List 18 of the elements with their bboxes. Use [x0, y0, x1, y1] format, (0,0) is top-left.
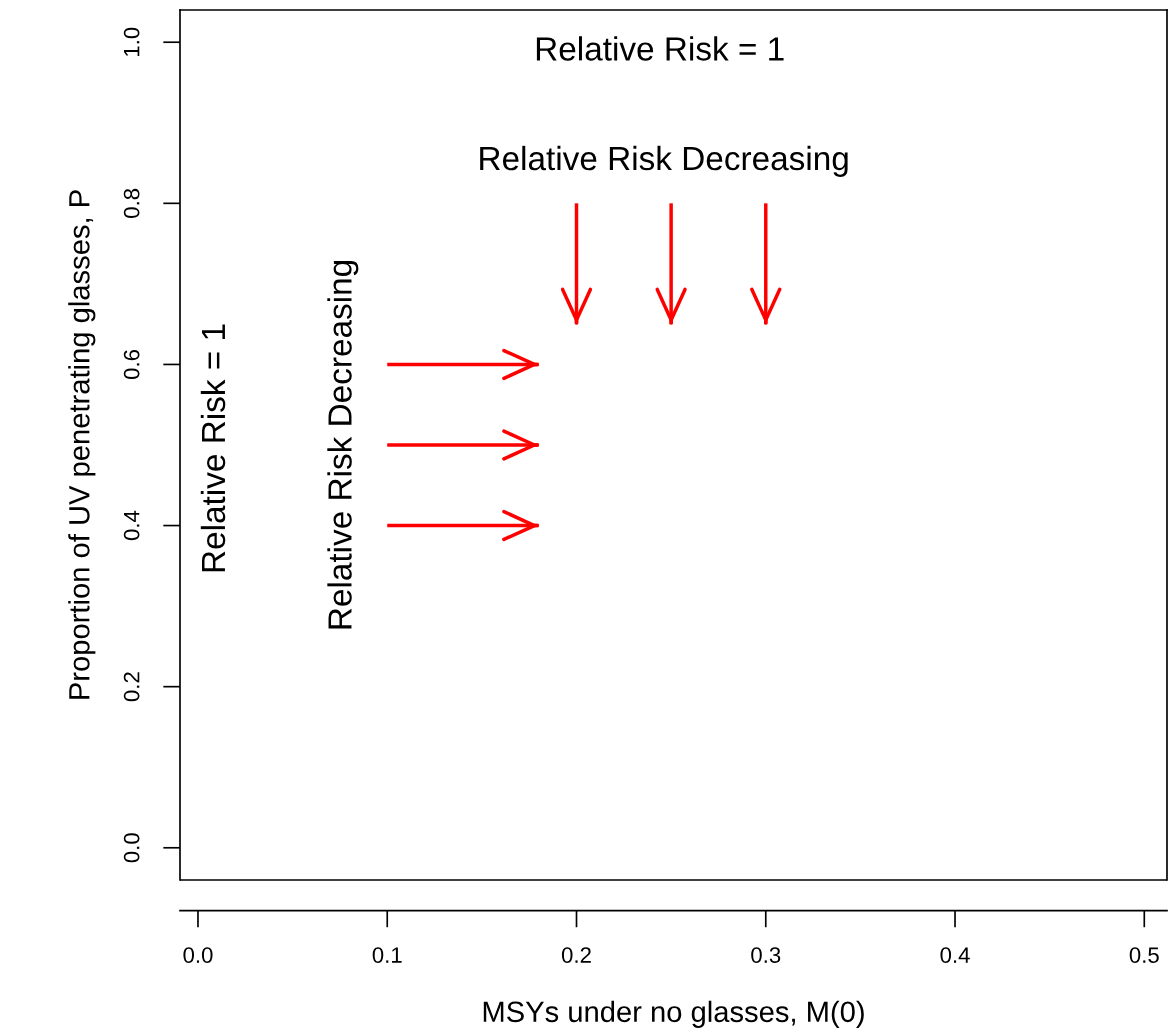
annotation: Relative Risk Decreasing — [327, 260, 359, 629]
x-tick-label: 0.0 — [183, 947, 213, 963]
x-tick-label: 0.2 — [561, 947, 591, 963]
annotation: Relative Risk = 1 — [200, 324, 226, 572]
y-tick-label: 1.0 — [123, 27, 140, 56]
y-tick-label: 0.8 — [123, 188, 140, 218]
y-tick-label: 0.4 — [123, 510, 140, 541]
annotation: Relative Risk Decreasing — [480, 145, 848, 177]
y-tick-label: 0.2 — [123, 672, 140, 702]
x-tick-label: 0.1 — [372, 947, 402, 963]
x-tick-label: 0.4 — [940, 947, 970, 963]
y-axis-title: Proportion of UV penetrating glasses, P — [68, 190, 96, 699]
x-tick-label: 0.3 — [751, 947, 781, 963]
y-tick-label: 0.6 — [123, 349, 140, 380]
x-tick-label: 0.5 — [1129, 947, 1159, 963]
x-axis-title: MSYs under no glasses, M(0) — [483, 1000, 864, 1028]
y-tick-label: 0.0 — [123, 833, 140, 863]
annotation: Relative Risk = 1 — [536, 36, 784, 61]
